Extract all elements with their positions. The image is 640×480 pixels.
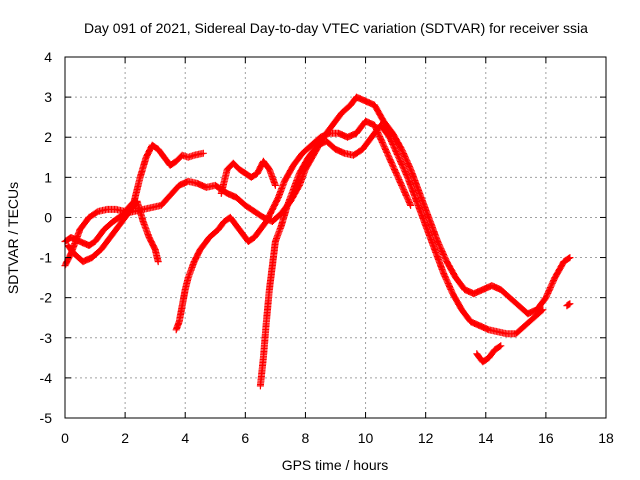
data-point-markers [64,197,162,266]
series-track-4 [172,117,415,334]
x-tick-label: 18 [598,430,614,446]
series-track-8 [563,300,574,310]
y-tick-label: -1 [40,250,53,266]
x-axis-label: GPS time / hours [282,457,389,473]
y-tick-label: 1 [44,169,52,185]
y-tick-label: -3 [40,330,53,346]
y-tick-label: 4 [44,49,52,65]
x-tick-label: 14 [478,430,494,446]
y-tick-label: -5 [40,410,53,426]
data-point-markers [217,157,279,197]
data-point-markers [256,121,547,390]
series-track-3 [64,197,162,266]
y-tick-label: -2 [40,290,53,306]
x-tick-label: 8 [302,430,310,446]
series-track-6 [256,121,547,390]
x-tick-label: 0 [61,430,69,446]
y-tick-label: 2 [44,129,52,145]
y-tick-label: -4 [40,370,53,386]
data-marks [61,93,574,390]
axis-ticks [64,56,607,419]
data-point-markers [473,342,505,366]
x-tick-label: 12 [418,430,434,446]
x-tick-label: 10 [358,430,374,446]
y-axis-label: SDTVAR / TECUs [5,182,21,294]
y-tick-label: 0 [44,209,52,225]
data-point-markers [563,300,574,310]
x-tick-label: 16 [538,430,554,446]
x-tick-label: 2 [121,430,129,446]
data-point-markers [172,117,415,334]
plot-frame [64,56,607,419]
series-track-7 [473,342,505,366]
series-track-5 [217,157,279,197]
y-tick-label: 3 [44,89,52,105]
x-tick-label: 6 [241,430,249,446]
x-tick-label: 4 [181,430,189,446]
chart-title: Day 091 of 2021, Sidereal Day-to-day VTE… [84,20,588,36]
